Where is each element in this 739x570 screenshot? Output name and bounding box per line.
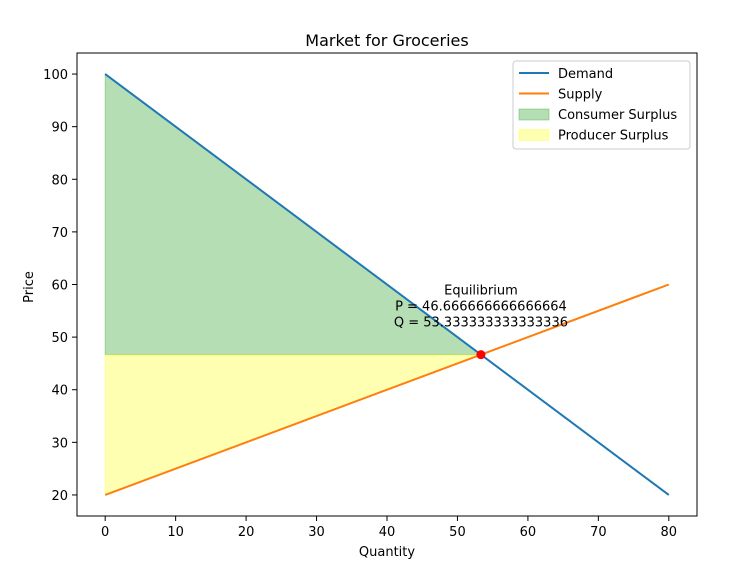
legend-swatch-consumer-surplus xyxy=(518,108,550,121)
legend-label-producer-surplus: Producer Surplus xyxy=(558,129,669,144)
x-tick-label: 20 xyxy=(238,525,255,540)
equilibrium-annotation-line: P = 46.666666666666664 xyxy=(395,300,567,315)
equilibrium-annotation: Equilibrium P = 46.666666666666664 Q = 53.… xyxy=(394,284,568,331)
y-tick-label: 90 xyxy=(51,121,68,136)
y-tick-label: 70 xyxy=(51,226,68,241)
x-tick-label: 60 xyxy=(520,525,537,540)
x-tick-label: 30 xyxy=(308,525,325,540)
y-axis-label: Price xyxy=(22,271,37,303)
x-tick-label: 0 xyxy=(101,525,109,540)
equilibrium-annotation-line: Q = 53.333333333333336 xyxy=(394,316,568,331)
x-axis-label: Quantity xyxy=(359,545,415,560)
y-tick-label: 100 xyxy=(43,68,68,83)
legend-box xyxy=(512,60,691,150)
y-tick-label: 40 xyxy=(51,384,68,399)
y-tick-label: 50 xyxy=(51,331,68,346)
x-tick-label: 10 xyxy=(167,525,184,540)
series-supply-line xyxy=(104,283,670,496)
series-demand-line xyxy=(104,73,670,496)
y-tick-label: 80 xyxy=(51,173,68,188)
legend-swatch-producer-surplus xyxy=(518,129,550,141)
y-tick-label: 30 xyxy=(51,436,68,451)
equilibrium-annotation-line: Equilibrium xyxy=(444,284,518,299)
legend: Demand Supply Consumer Surplus Producer Sur… xyxy=(512,60,691,150)
x-tick-label: 80 xyxy=(661,525,678,540)
legend-label-consumer-surplus: Consumer Surplus xyxy=(558,108,677,123)
x-tick-label: 50 xyxy=(449,525,466,540)
y-tick-label: 60 xyxy=(51,279,68,294)
legend-label-supply: Supply xyxy=(558,88,603,103)
chart-title: Market for Groceries xyxy=(305,31,468,50)
y-tick-label: 20 xyxy=(51,489,68,504)
x-tick-label: 40 xyxy=(379,525,396,540)
x-tick-label: 70 xyxy=(590,525,607,540)
legend-label-demand: Demand xyxy=(558,67,613,82)
equilibrium-point xyxy=(476,350,486,360)
